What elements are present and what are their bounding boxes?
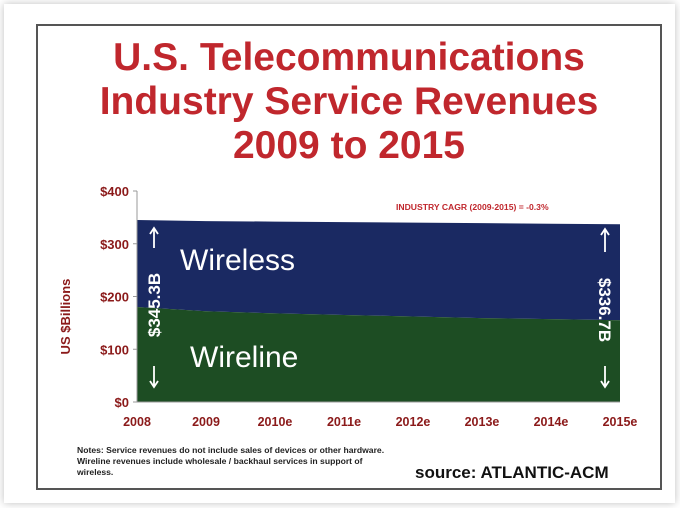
end-up-arrow <box>600 227 610 252</box>
source-credit: source: ATLANTIC-ACM <box>415 463 609 482</box>
cagr-annotation: INDUSTRY CAGR (2009-2015) = -0.3% <box>396 202 549 212</box>
title-line-1: U.S. Telecommunications <box>113 36 585 79</box>
x-tick-label: 2009 <box>192 415 220 429</box>
start-up-arrow <box>149 226 159 248</box>
end-down-arrow <box>600 366 610 389</box>
start-down-arrow <box>149 366 159 389</box>
x-tick-label: 2014e <box>534 415 569 429</box>
x-tick-label: 2015e <box>603 415 638 429</box>
x-tick-label: 2010e <box>258 415 293 429</box>
x-tick-label: 2008 <box>123 415 151 429</box>
x-tick-label: 2011e <box>327 415 361 429</box>
series-area-wireline <box>137 307 620 402</box>
start-total-label: $345.3B <box>145 273 164 337</box>
x-tick-label: 2012e <box>396 415 431 429</box>
x-tick-label: 2013e <box>465 415 500 429</box>
series-label-wireline: Wireline <box>190 341 298 374</box>
title-line-2: Industry Service Revenues <box>99 80 599 123</box>
y-tick-label: $200 <box>100 290 129 305</box>
y-tick-label: $0 <box>115 395 129 410</box>
y-tick-label: $300 <box>100 237 129 252</box>
footnote: Notes: Service revenues do not include s… <box>77 445 385 477</box>
y-axis-label: US $Billions <box>58 279 73 355</box>
series-label-wireless: Wireless <box>180 244 295 277</box>
chart-title: U.S. Telecommunications Industry Service… <box>38 36 660 168</box>
y-tick-label: $100 <box>100 342 129 357</box>
series-area-wireless <box>137 220 620 321</box>
title-line-3: 2009 to 2015 <box>232 124 465 167</box>
end-total-label: $336.7B <box>595 278 614 342</box>
y-tick-label: $400 <box>100 184 129 199</box>
